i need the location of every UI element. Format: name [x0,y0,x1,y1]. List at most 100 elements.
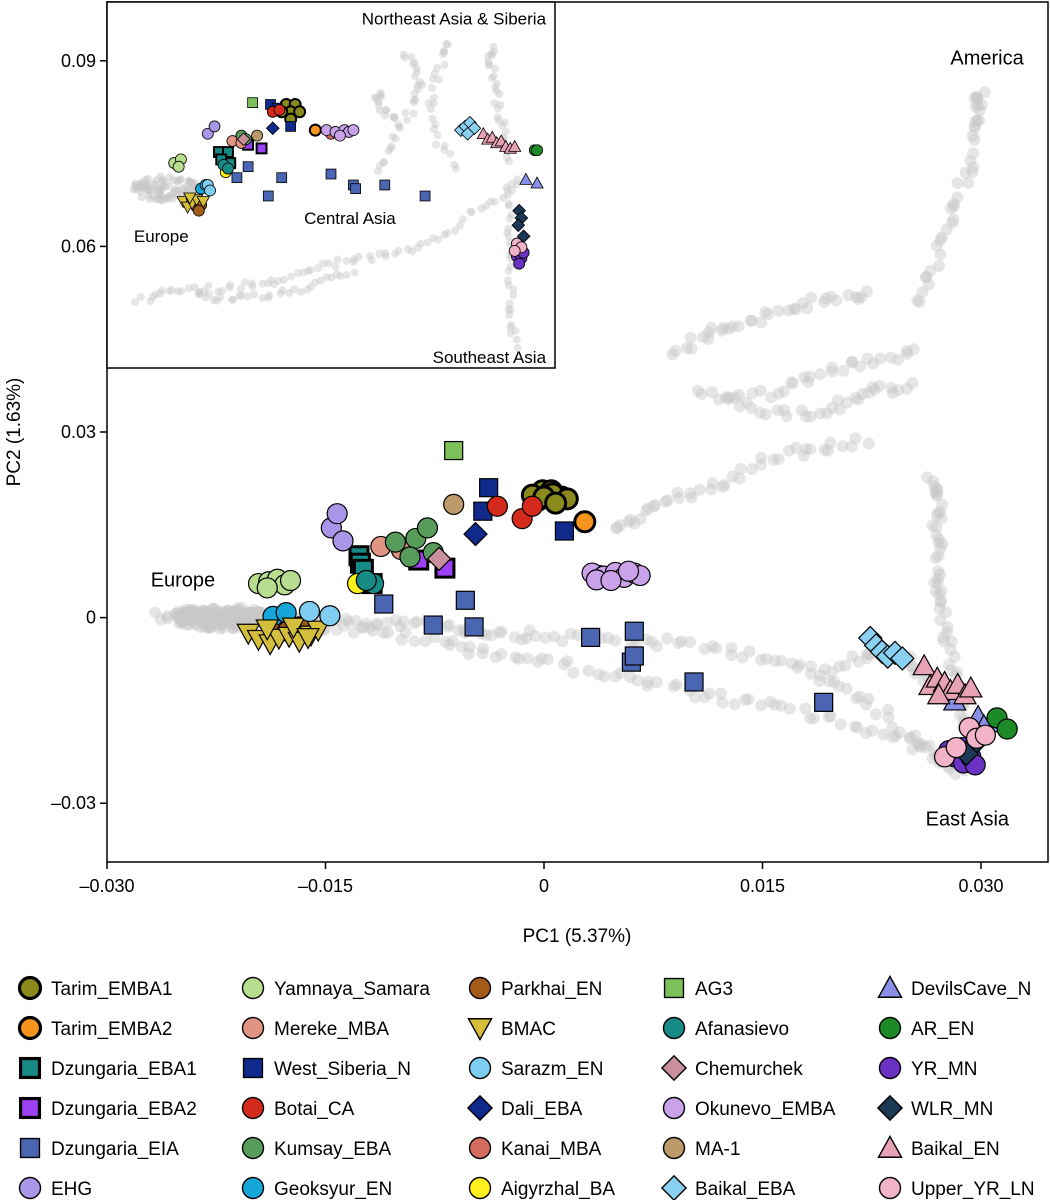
background-point [722,393,735,406]
background-point [394,620,407,633]
background-point [397,615,410,628]
inset-background-point [494,104,503,113]
inset-background-point [274,276,283,285]
background-point [661,494,674,507]
inset-background-point [243,292,252,301]
background-point [932,507,945,520]
background-point [196,606,209,619]
background-point [877,728,890,741]
background-point [640,504,653,517]
legend-item-baikal-en: Baikal_EN [877,1135,1000,1160]
legend-label: Okunevo_EMBA [695,1099,836,1120]
legend-item-devilscave-n: DevilsCave_N [877,975,1031,1000]
background-point [186,615,199,628]
background-point [940,626,953,639]
legend-label: Baikal_EBA [695,1179,796,1200]
background-point [208,609,221,622]
legend-label: Dzungaria_EIA [51,1139,179,1160]
background-point [204,609,217,622]
background-point [941,621,954,634]
background-point [190,612,203,625]
background-point [754,384,767,397]
background-point [866,381,879,394]
background-point [973,104,986,117]
inset-background-point [507,179,516,188]
background-point [834,718,847,731]
background-point [893,726,906,739]
background-point [837,364,850,377]
inset-background-point [440,145,449,154]
inset-background-point [151,290,160,299]
background-point [933,588,946,601]
background-point [339,612,352,625]
legend-marker [18,1056,42,1080]
background-point [175,616,188,629]
background-point [767,453,780,466]
background-point [582,664,595,677]
inset-point-west-siberia-n [285,121,297,132]
legend-label: Kanai_MBA [501,1139,602,1160]
legend-marker [468,1056,492,1080]
background-point [845,440,858,453]
background-point [649,499,662,512]
legend-label: Chemurchek [695,1059,803,1080]
inset-point-dzungaria-eba1 [222,146,234,159]
background-point [218,606,231,619]
background-point [672,637,685,650]
background-point [205,612,218,625]
background-point [967,147,980,160]
background-point [207,602,220,615]
background-point [923,739,936,752]
inset-background-point [376,89,385,98]
background-point [933,602,946,615]
background-point [919,741,932,754]
background-point [232,603,245,616]
inset-background-point [492,87,501,96]
background-point [944,664,957,677]
inset-background-point [311,278,320,287]
background-point [241,607,254,620]
background-point [907,343,920,356]
background-point [614,519,627,532]
background-point [213,622,226,635]
background-point [227,605,240,618]
inset-background-point [496,100,505,109]
background-point [715,687,728,700]
background-point [759,408,772,421]
background-point [732,388,745,401]
background-point [818,295,831,308]
background-point [831,394,844,407]
inset-background-point [205,290,214,299]
background-point [928,576,941,589]
background-point [814,368,827,381]
background-point [936,537,949,550]
background-point [822,675,835,688]
inset-background-point [313,264,322,273]
background-point [852,293,865,306]
inset-background-point [402,116,411,125]
background-point [210,610,223,623]
background-point [363,621,376,634]
inset-background-point [509,285,518,294]
inset-background-point [375,106,384,115]
inset-background-point [279,275,288,284]
background-point [804,443,817,456]
inset-background-point [431,120,440,129]
inset-point-dzungaria-eia [231,172,243,184]
background-point [746,387,759,400]
background-point [670,678,683,691]
inset-background-point [333,255,342,264]
background-point [698,642,711,655]
background-point [238,608,251,621]
background-point [723,322,736,335]
inset-background-point [505,201,514,210]
main-data-points [236,440,1018,776]
background-point [215,605,228,618]
background-point [176,606,189,619]
x-tick-label: 0 [539,876,549,896]
background-point [932,549,945,562]
background-point [916,286,929,299]
background-point [205,604,218,617]
background-point [675,635,688,648]
inset-background-point [264,279,273,288]
